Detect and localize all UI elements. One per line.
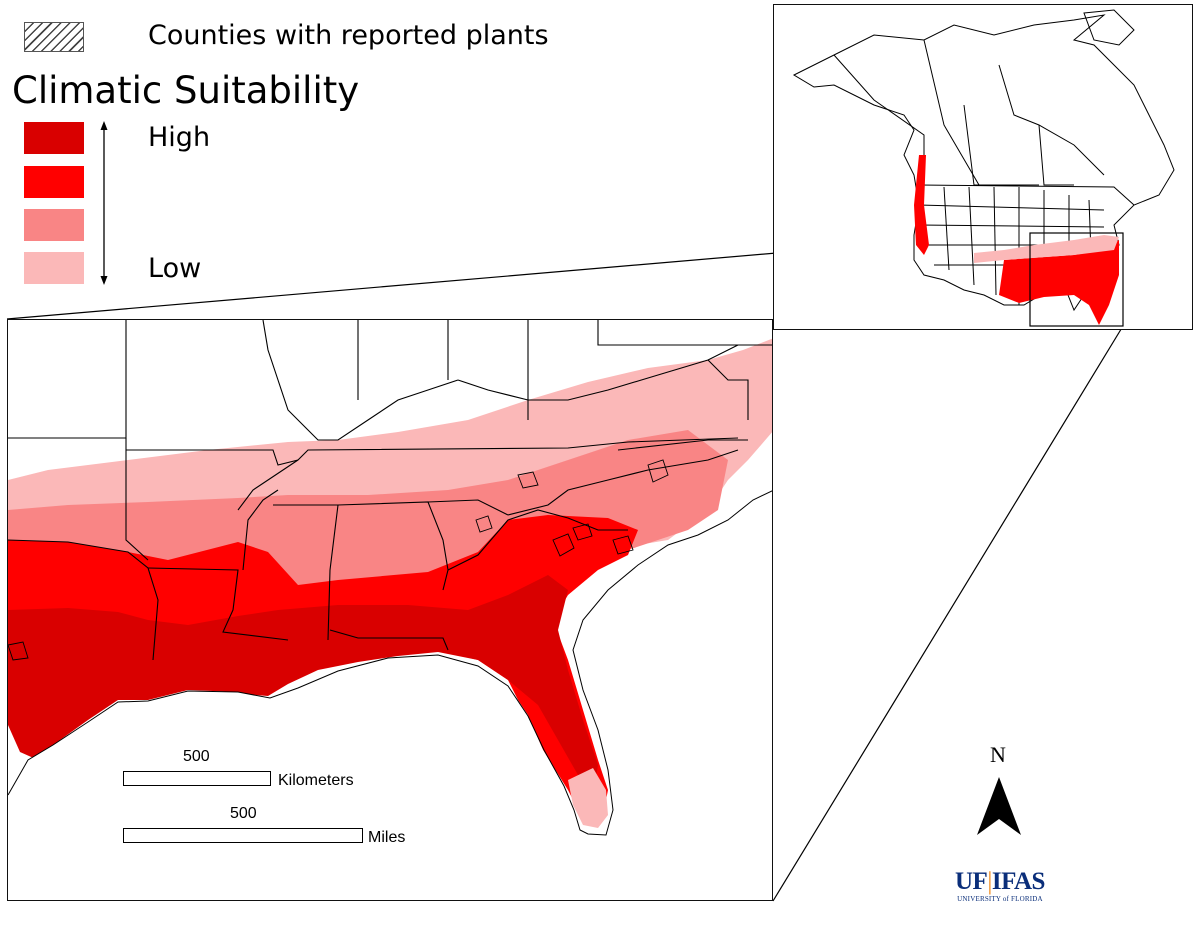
ufifas-logo: UF|IFAS UNIVERSITY of FLORIDA xyxy=(955,868,1046,904)
swatch-level-3 xyxy=(24,209,84,241)
reported-counties xyxy=(8,459,669,661)
high-label: High xyxy=(148,122,211,153)
swatch-level-1 xyxy=(24,122,84,154)
logo-uf-text: UF xyxy=(955,868,988,895)
low-label: Low xyxy=(148,253,202,284)
north-arrow-label: N xyxy=(990,742,1006,767)
scalebar-km xyxy=(123,771,271,786)
state-boundaries xyxy=(8,320,772,661)
north-america-outline xyxy=(792,9,1175,327)
suitability-band-low-florida xyxy=(568,768,608,828)
scalebar-miles xyxy=(123,828,363,843)
legend-title: Climatic Suitability xyxy=(12,69,360,112)
southeast-suitability-map xyxy=(8,320,772,900)
scalebar-km-unit: Kilometers xyxy=(278,772,354,789)
zoom-extent-box xyxy=(1029,232,1124,327)
north-arrow-icon xyxy=(977,777,1021,835)
swatch-level-4 xyxy=(24,252,84,284)
gradient-arrow-icon xyxy=(100,121,108,285)
scalebar-mi-value: 500 xyxy=(230,805,257,822)
logo-university-text: UNIVERSITY of FLORIDA xyxy=(957,895,1043,903)
scalebar-mi-unit: Miles xyxy=(368,829,406,846)
inset-map-north-america xyxy=(773,4,1193,330)
swatch-level-2 xyxy=(24,166,84,198)
atlantic-ocean xyxy=(573,490,772,900)
scalebar-km-value: 500 xyxy=(183,748,210,765)
hatch-legend-label: Counties with reported plants xyxy=(148,20,549,51)
main-map: 500 Kilometers 500 Miles xyxy=(7,319,773,901)
hatch-swatch-icon xyxy=(24,22,84,52)
coastline xyxy=(8,490,772,836)
logo-ifas-text: IFAS xyxy=(991,868,1046,895)
suitability-band-high xyxy=(8,515,638,825)
